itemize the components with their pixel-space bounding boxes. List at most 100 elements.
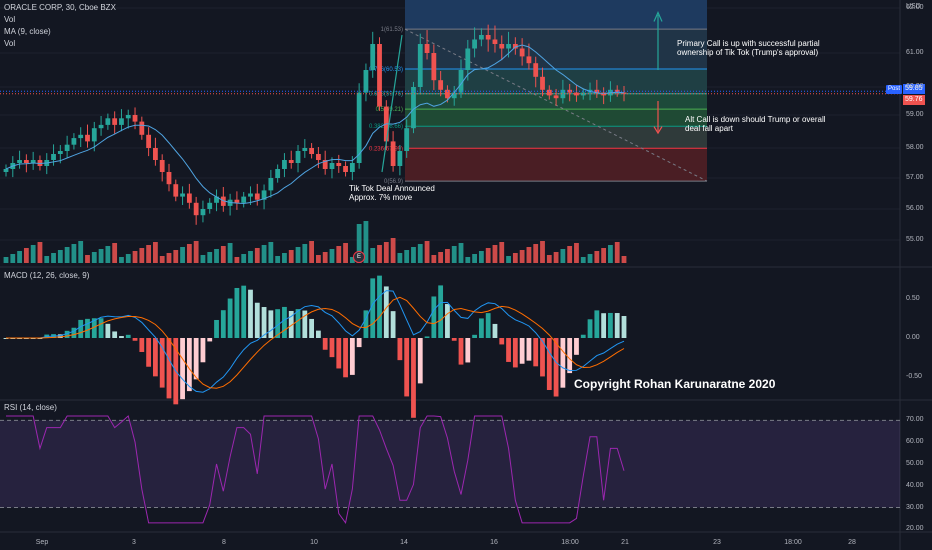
last-price-tag: 59.76 <box>903 95 925 105</box>
macd-histogram-bar <box>614 313 620 338</box>
volume-bar <box>173 250 179 263</box>
candle-body <box>506 44 511 49</box>
rsi-tick-label: 70.00 <box>906 416 924 424</box>
volume-bar <box>112 243 118 263</box>
volume-bar <box>567 246 573 263</box>
rsi-legend[interactable]: RSI (14, close) <box>4 403 57 412</box>
fib-level-label: 0.5(59.21) <box>376 107 403 113</box>
candle-body <box>173 184 179 197</box>
post-market-tag: Post <box>886 85 903 94</box>
volume-bar <box>424 241 430 263</box>
volume-bar <box>44 256 50 263</box>
macd-histogram-bar <box>506 338 511 362</box>
vol2-legend[interactable]: Vol <box>4 39 16 48</box>
volume-bar <box>397 253 403 263</box>
candle-body <box>119 118 124 125</box>
volume-bar <box>519 250 525 263</box>
down-arrow-head <box>653 126 663 135</box>
candle-body <box>78 134 84 139</box>
fib-level-label: 1(61.53) <box>381 27 403 33</box>
volume-bar <box>17 251 22 263</box>
volume-bar <box>608 245 613 263</box>
ma-line <box>5 44 625 204</box>
candle-body <box>139 121 145 135</box>
macd-histogram-bar <box>302 310 308 338</box>
candle-body <box>336 163 342 166</box>
candle-body <box>153 148 158 160</box>
candle-body <box>207 202 213 209</box>
symbol-title[interactable]: ORACLE CORP, 30, Cboe BZX <box>4 3 116 12</box>
macd-histogram-bar <box>227 298 233 338</box>
macd-legend[interactable]: MACD (12, 26, close, 9) <box>4 271 90 280</box>
price-tick-label: 61.00 <box>906 49 924 56</box>
macd-histogram-bar <box>451 338 457 341</box>
fib-zone <box>405 29 707 69</box>
macd-histogram-bar <box>377 275 382 338</box>
macd-histogram-bar <box>343 338 348 378</box>
volume-bar <box>533 244 539 263</box>
macd-histogram-bar <box>329 338 335 358</box>
volume-bar <box>356 224 362 263</box>
volume-bar <box>295 247 301 263</box>
volume-bar <box>431 255 437 263</box>
earnings-badge[interactable]: E <box>353 251 365 263</box>
volume-bar <box>343 243 348 263</box>
macd-histogram-bar <box>220 310 226 338</box>
candle-body <box>64 144 70 151</box>
volume-bar <box>438 252 444 263</box>
macd-tick-label: -0.50 <box>906 373 922 380</box>
time-tick-label: 10 <box>310 539 318 546</box>
price-tick-label: 58.00 <box>906 144 924 151</box>
macd-histogram-bar <box>295 309 301 338</box>
vol-legend[interactable]: Vol <box>4 15 16 24</box>
macd-histogram-bar <box>601 313 607 338</box>
macd-histogram-bar <box>166 338 172 399</box>
candle-body <box>451 92 457 99</box>
volume-bar <box>282 253 287 263</box>
macd-histogram-bar <box>526 338 532 361</box>
candle-body <box>594 89 600 93</box>
volume-bar <box>526 247 532 263</box>
candle-body <box>3 169 9 172</box>
rsi-band <box>0 420 900 508</box>
candle-body <box>546 89 552 96</box>
fib-zone <box>405 109 707 127</box>
rsi-line <box>6 415 625 525</box>
fib-zone <box>405 126 707 149</box>
candle-body <box>322 160 328 169</box>
candle-body <box>553 95 559 99</box>
candle-body <box>220 196 226 206</box>
ma-legend[interactable]: MA (9, close) <box>4 27 51 36</box>
macd-histogram-bar <box>478 318 484 338</box>
candle-body <box>248 193 253 197</box>
macd-histogram-bar <box>492 323 498 338</box>
candle-body <box>390 141 396 166</box>
volume-bar <box>91 252 97 263</box>
macd-histogram-bar <box>574 338 579 355</box>
volume-bar <box>261 245 267 263</box>
volume-bar <box>383 242 389 263</box>
volume-bar <box>10 254 16 263</box>
price-tick-label: 55.00 <box>906 236 924 243</box>
volume-bar <box>57 250 63 263</box>
macd-histogram-bar <box>533 338 539 367</box>
volume-bar <box>254 248 260 263</box>
candle-body <box>125 115 131 119</box>
volume-bar <box>506 256 511 263</box>
candle-body <box>200 209 206 216</box>
price-tick-label: 57.00 <box>906 174 924 181</box>
candle-body <box>621 92 627 94</box>
macd-histogram-bar <box>261 307 267 338</box>
macd-histogram-bar <box>567 338 573 374</box>
macd-line <box>6 290 625 393</box>
macd-histogram-bar <box>275 309 281 338</box>
price-tick-label: 59.00 <box>906 111 924 118</box>
macd-histogram-bar <box>159 338 165 388</box>
candle-body <box>417 44 423 87</box>
volume-bar <box>472 254 477 263</box>
candle-body <box>234 199 240 203</box>
candle-body <box>112 118 118 125</box>
rsi-tick-label: 50.00 <box>906 459 924 467</box>
rsi-tick-label: 20.00 <box>906 525 924 533</box>
